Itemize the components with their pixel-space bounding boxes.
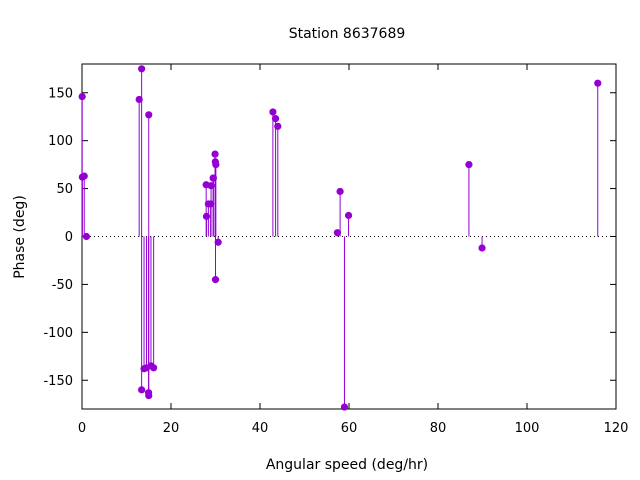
data-point <box>333 229 342 237</box>
chart-title: Station 8637689 <box>289 26 406 42</box>
data-point <box>150 364 158 372</box>
x-tick-label: 80 <box>430 421 447 436</box>
data-point <box>211 276 220 284</box>
y-tick-label: 100 <box>48 134 73 149</box>
y-tick-label: 150 <box>48 86 73 101</box>
data-point <box>594 79 602 87</box>
y-tick-label: -150 <box>43 374 73 389</box>
axis-ticks: 0 20 40 60 80 100 120 -150 -100 -50 0 50 100 150 <box>43 64 628 436</box>
data-point <box>145 111 153 119</box>
data-point <box>80 172 88 180</box>
data-point <box>269 108 277 116</box>
y-tick-label: 0 <box>65 230 73 245</box>
impulse-series <box>78 65 602 411</box>
y-axis-label: Phase (deg) <box>12 195 28 279</box>
x-axis-label: Angular speed (deg/hr) <box>266 457 428 473</box>
x-tick-label: 100 <box>515 421 540 436</box>
data-point <box>271 115 280 123</box>
data-point <box>212 161 220 169</box>
data-point <box>478 244 486 252</box>
y-tick-label: -100 <box>43 326 73 341</box>
data-point <box>214 238 222 246</box>
data-point <box>209 174 218 182</box>
data-point <box>207 182 215 190</box>
data-point <box>78 92 86 101</box>
y-tick-label: -50 <box>52 278 73 293</box>
data-point <box>211 150 219 158</box>
data-point <box>138 65 146 73</box>
x-tick-label: 40 <box>252 421 269 436</box>
data-point <box>336 187 344 196</box>
data-point <box>202 212 211 220</box>
data-point <box>135 95 143 104</box>
data-point <box>344 211 353 220</box>
data-point <box>138 386 146 394</box>
x-tick-label: 60 <box>341 421 358 436</box>
data-point <box>145 391 153 400</box>
data-point <box>274 122 282 130</box>
data-point <box>465 161 473 169</box>
x-tick-label: 20 <box>163 421 180 436</box>
data-point <box>82 232 91 241</box>
x-tick-label: 120 <box>604 421 629 436</box>
data-point <box>340 403 349 411</box>
y-tick-label: 50 <box>56 182 73 197</box>
x-tick-label: 0 <box>78 421 86 436</box>
data-point <box>207 200 215 208</box>
